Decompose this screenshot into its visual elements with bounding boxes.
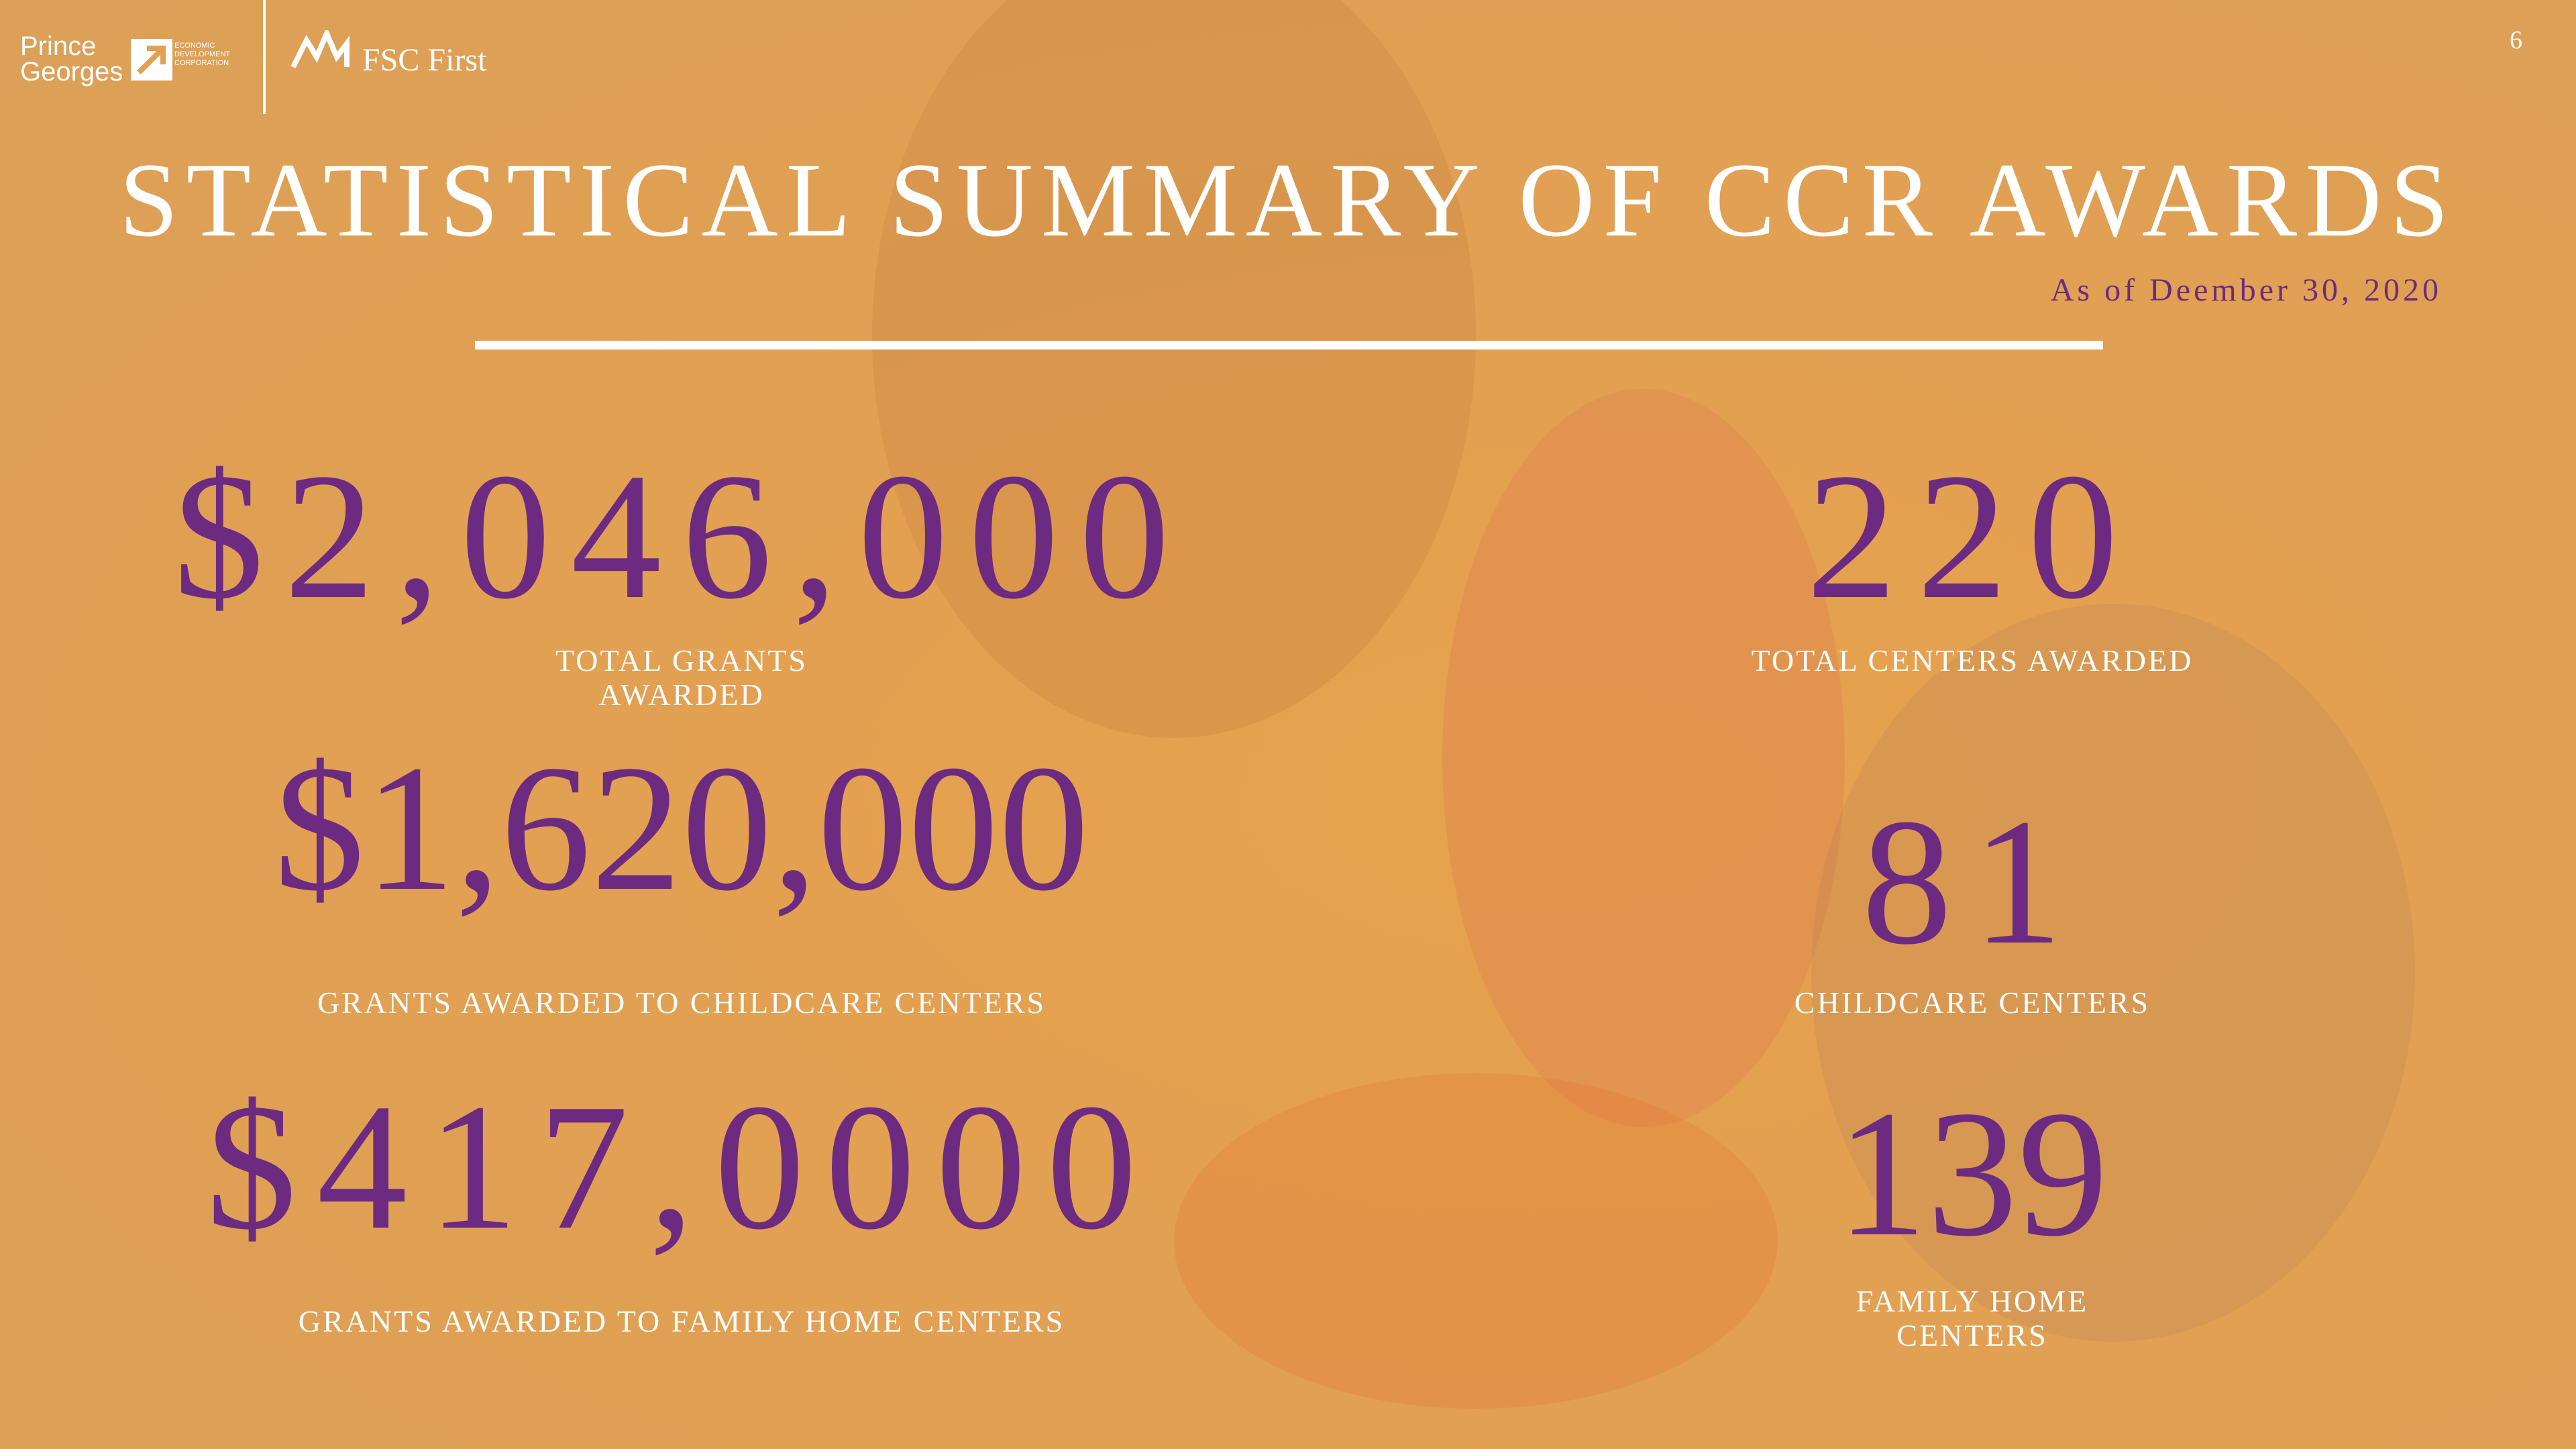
stat-value: 81 — [1368, 792, 2576, 973]
stat-value: $2,046,000 — [78, 446, 1285, 627]
slide: PrinceGeorges ECONOMIC DEVELOPMENT CORPO… — [0, 0, 2576, 1449]
stat-label: CHILDCARE CENTERS — [1570, 986, 2375, 1020]
stat-value: 220 — [1368, 446, 2576, 627]
logo-icon — [290, 30, 354, 70]
stat-label: GRANTS AWARDED TO FAMILY HOME CENTERS — [78, 1305, 1285, 1339]
stat-label: TOTAL GRANTS AWARDED — [514, 644, 849, 712]
logo-arrow — [131, 39, 172, 80]
logo-line: Prince — [20, 34, 123, 59]
page-number: 6 — [2510, 25, 2522, 55]
stat-value: 139 — [1368, 1083, 2576, 1265]
logo-org: ECONOMIC DEVELOPMENT CORPORATION — [174, 42, 255, 68]
logo-line: Georges — [20, 59, 123, 85]
stat-label: TOTAL CENTERS AWARDED — [1570, 644, 2375, 678]
stat-label: GRANTS AWARDED TO CHILDCARE CENTERS — [78, 986, 1285, 1020]
title: STATISTICAL SUMMARY OF CCR AWARDS — [0, 148, 2576, 254]
divider — [475, 341, 2103, 350]
stat-value: $1,620,000 — [78, 738, 1285, 919]
stat-value: $417,0000 — [78, 1077, 1285, 1258]
logo-separator — [263, 0, 266, 114]
logo-name: FSC First — [362, 42, 486, 78]
subtitle: As of Deember 30, 2020 — [2051, 272, 2442, 309]
stat-label: FAMILY HOME CENTERS — [1805, 1285, 2140, 1352]
